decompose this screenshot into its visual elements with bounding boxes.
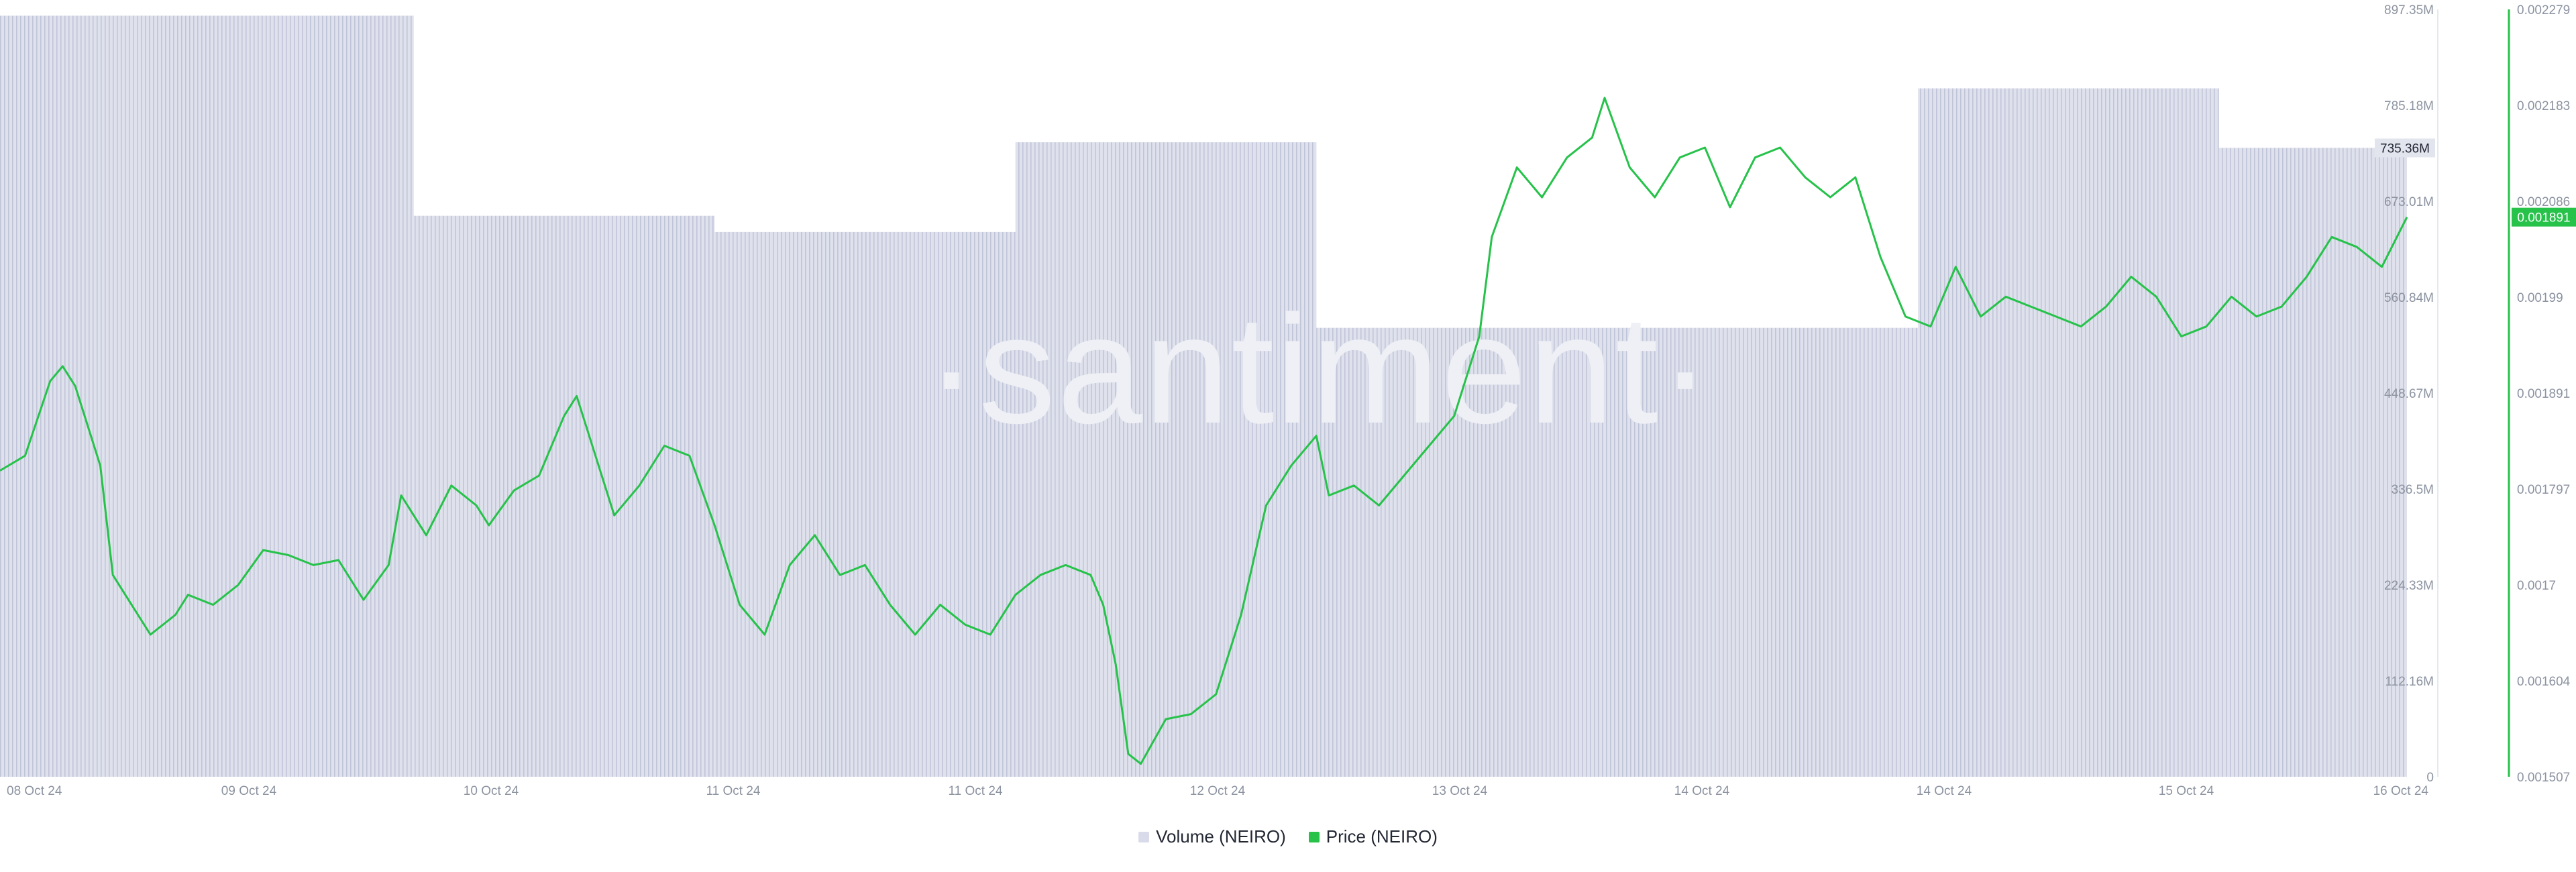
legend-item-volume[interactable]: Volume (NEIRO): [1138, 826, 1286, 847]
x-tick-label: 11 Oct 24: [706, 784, 761, 798]
volume-bar: [1918, 88, 2219, 777]
volume-bar: [413, 215, 715, 777]
volume-bar: [0, 15, 414, 777]
price-swatch-icon: [1308, 831, 1320, 842]
volume-bar: [1316, 327, 1919, 777]
price-tick-label: 0.001604: [2517, 675, 2571, 689]
volume-tick-label: 448.67M: [2384, 387, 2434, 401]
price-current-value: 0.001891: [2517, 211, 2570, 225]
price-tick-label: 0.002183: [2517, 99, 2570, 113]
legend-volume-label: Volume (NEIRO): [1156, 826, 1286, 847]
x-tick-label: 10 Oct 24: [464, 784, 519, 798]
volume-tick-label: 336.5M: [2392, 483, 2434, 497]
price-line-layer: [0, 97, 2408, 765]
volume-bar: [2218, 148, 2407, 777]
x-tick-label: 15 Oct 24: [2159, 784, 2214, 798]
x-tick-label: 16 Oct 24: [2373, 784, 2429, 798]
x-tick-label: 14 Oct 24: [1674, 784, 1730, 798]
volume-current-badge: [2375, 138, 2435, 158]
price-tick-label: 0.002279: [2517, 3, 2570, 17]
volume-tick-label: 785.18M: [2384, 99, 2434, 113]
legend-item-price[interactable]: Price (NEIRO): [1308, 826, 1438, 847]
x-tick-label: 11 Oct 24: [949, 784, 1003, 798]
watermark: ·santiment·: [926, 283, 1712, 455]
volume-tick-label: 224.33M: [2384, 579, 2434, 593]
x-tick-label: 12 Oct 24: [1190, 784, 1246, 798]
volume-tick-label: 673.01M: [2384, 195, 2434, 209]
price-tick-label: 0.001507: [2517, 771, 2570, 785]
volume-swatch-icon: [1138, 831, 1150, 842]
x-tick-label: 14 Oct 24: [1917, 784, 1972, 798]
volume-tick-label: 112.16M: [2385, 675, 2434, 689]
price-tick-label: 0.00199: [2517, 291, 2563, 305]
x-tick-label: 08 Oct 24: [7, 784, 62, 798]
axes: 897.35M 785.18M 673.01M 560.84M 448.67M 336.5…: [7, 3, 2576, 798]
volume-bars: [0, 15, 2407, 777]
legend: Volume (NEIRO) Price (NEIRO): [0, 826, 2576, 847]
price-tick-label: 0.002086: [2517, 195, 2570, 209]
x-tick-label: 09 Oct 24: [221, 784, 277, 798]
price-current-badge: [2512, 207, 2576, 227]
price-tick-label: 0.001797: [2517, 483, 2570, 497]
volume-current-value: 735.36M: [2380, 142, 2430, 156]
volume-tick-label: 897.35M: [2384, 3, 2434, 17]
legend-price-label: Price (NEIRO): [1326, 826, 1438, 847]
volume-tick-label: 560.84M: [2384, 291, 2434, 305]
price-tick-label: 0.001891: [2517, 387, 2570, 401]
volume-bar: [1015, 142, 1317, 777]
volume-bar: [714, 231, 1016, 777]
x-tick-label: 13 Oct 24: [1432, 784, 1488, 798]
price-tick-label: 0.0017: [2517, 579, 2556, 593]
volume-tick-label: 0: [2426, 771, 2434, 785]
